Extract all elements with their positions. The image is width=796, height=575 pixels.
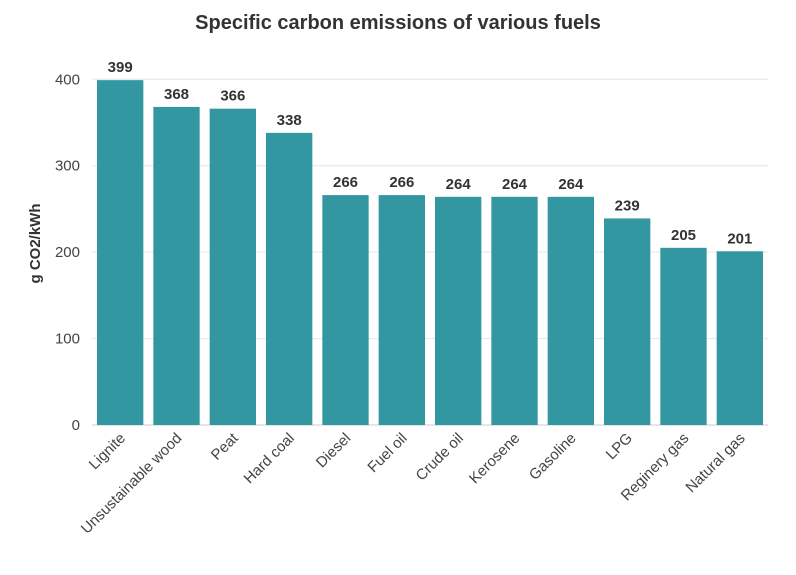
- data-label: 266: [333, 174, 358, 191]
- x-tick-label: Fuel oil: [364, 430, 410, 476]
- data-label: 264: [502, 176, 528, 193]
- y-tick-label: 100: [55, 331, 80, 348]
- grid-lines: [92, 78, 768, 426]
- bar: [322, 195, 369, 425]
- x-tick-label: Diesel: [313, 430, 354, 471]
- bar: [378, 195, 425, 425]
- data-label: 366: [220, 88, 245, 105]
- y-axis-title: g CO2/kWh: [27, 203, 44, 283]
- bar: [547, 196, 594, 425]
- y-tick-label: 300: [55, 158, 80, 175]
- bar: [604, 218, 651, 425]
- bars: [97, 80, 763, 426]
- x-tick-label: Natural gas: [682, 430, 748, 496]
- bar: [660, 247, 707, 425]
- data-label: 201: [727, 230, 752, 247]
- data-label: 205: [671, 227, 696, 244]
- bar: [266, 132, 313, 425]
- x-tick-label: LPG: [603, 430, 636, 463]
- data-label: 264: [558, 176, 584, 193]
- data-label: 338: [277, 112, 302, 129]
- data-label: 239: [615, 197, 640, 214]
- x-tick-label: Peat: [208, 429, 242, 463]
- x-tick-label: Unsustainable wood: [78, 430, 186, 538]
- y-axis: 0 100 200 300 400: [55, 71, 80, 434]
- bar: [716, 251, 763, 425]
- x-tick-label: Hard coal: [241, 430, 298, 487]
- y-tick-label: 0: [72, 417, 80, 434]
- data-label: 399: [108, 59, 133, 76]
- y-tick-label: 200: [55, 244, 80, 261]
- data-label: 368: [164, 86, 189, 103]
- chart-title: Specific carbon emissions of various fue…: [195, 12, 601, 34]
- data-label: 264: [446, 176, 472, 193]
- bar: [435, 196, 482, 425]
- x-tick-label: Crude oil: [413, 430, 467, 484]
- x-tick-label: Gasoline: [526, 430, 580, 484]
- x-tick-label: Kerosene: [466, 430, 523, 487]
- bar: [209, 108, 256, 426]
- bar: [491, 196, 538, 425]
- bar: [97, 80, 144, 426]
- data-label: 266: [389, 174, 414, 191]
- x-tick-label: Lignite: [86, 430, 129, 473]
- bar: [153, 106, 200, 425]
- y-tick-label: 400: [55, 71, 80, 88]
- value-labels: 399 368 366 338 266 266 264 264 264 239 205 201: [108, 59, 753, 247]
